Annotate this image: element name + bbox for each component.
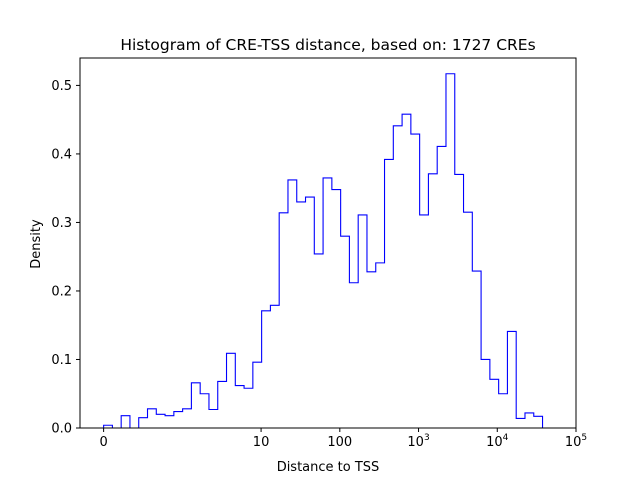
histogram-bar <box>121 416 130 428</box>
x-tick-label: 0 <box>99 435 107 450</box>
histogram-bar <box>525 413 534 428</box>
histogram-bar <box>367 272 376 428</box>
histogram-bar <box>200 394 209 428</box>
histogram-bar <box>174 412 183 428</box>
histogram-bar <box>481 359 490 428</box>
histogram-bar <box>279 213 288 428</box>
histogram-bar <box>244 388 253 428</box>
x-tick-label: 105 <box>565 433 587 450</box>
plot-area-frame <box>79 57 577 429</box>
histogram-bar <box>332 190 341 428</box>
histogram-bar <box>165 416 174 428</box>
histogram-bar <box>209 410 218 429</box>
histogram-bar <box>341 236 350 428</box>
histogram-bar <box>420 215 429 428</box>
y-axis-label: Density <box>29 219 44 269</box>
histogram-bar <box>516 418 525 428</box>
histogram-bar <box>235 386 244 428</box>
x-tick-label: 104 <box>486 433 509 450</box>
histogram-bar <box>499 394 508 428</box>
histogram-bar <box>262 311 271 428</box>
histogram-bar <box>534 416 543 428</box>
x-tick-label: 100 <box>327 435 352 450</box>
histogram-bar <box>156 414 165 428</box>
y-tick-label: 0.1 <box>51 353 72 368</box>
y-tick-label: 0.2 <box>51 284 72 299</box>
histogram-bar <box>490 379 499 428</box>
histogram-bar <box>288 180 297 428</box>
histogram-bar <box>323 178 332 428</box>
histogram-bar <box>411 134 420 428</box>
histogram-bar <box>437 146 446 428</box>
histogram-bar <box>148 409 157 428</box>
histogram-bar <box>297 202 306 428</box>
histogram-bar <box>314 254 323 428</box>
histogram-bar <box>349 283 358 428</box>
histogram-bar <box>455 174 464 428</box>
histogram-bar <box>428 174 437 428</box>
histogram-bar <box>306 197 315 428</box>
y-tick-label: 0.3 <box>51 216 72 231</box>
chart-title: Histogram of CRE-TSS distance, based on:… <box>120 36 535 54</box>
x-axis-label: Distance to TSS <box>277 460 380 475</box>
histogram-bar <box>402 114 411 428</box>
histogram-bar <box>253 362 262 428</box>
x-tick-label: 10 <box>253 435 270 450</box>
histogram-bar <box>139 418 148 428</box>
histogram-step-outline <box>103 73 544 429</box>
histogram-bar <box>191 383 200 428</box>
histogram-bar <box>218 381 227 428</box>
histogram-bar <box>183 409 192 428</box>
histogram-bar <box>270 305 279 428</box>
y-tick-label: 0.5 <box>51 79 72 94</box>
histogram-bar <box>446 74 455 428</box>
x-tick-label: 103 <box>407 433 429 450</box>
histogram-bar <box>393 126 402 428</box>
y-tick-label: 0.4 <box>51 147 72 162</box>
histogram-bar <box>376 263 385 428</box>
axis-ticks: 0101001031041051060.00.10.20.30.40.5 <box>51 79 587 450</box>
y-tick-label: 0.0 <box>51 422 72 437</box>
histogram-bar <box>227 353 236 428</box>
histogram-bar <box>507 331 516 428</box>
histogram-bar <box>358 215 367 428</box>
histogram-bar <box>464 212 473 428</box>
histogram-bar <box>385 159 394 428</box>
histogram-bar <box>472 271 481 428</box>
